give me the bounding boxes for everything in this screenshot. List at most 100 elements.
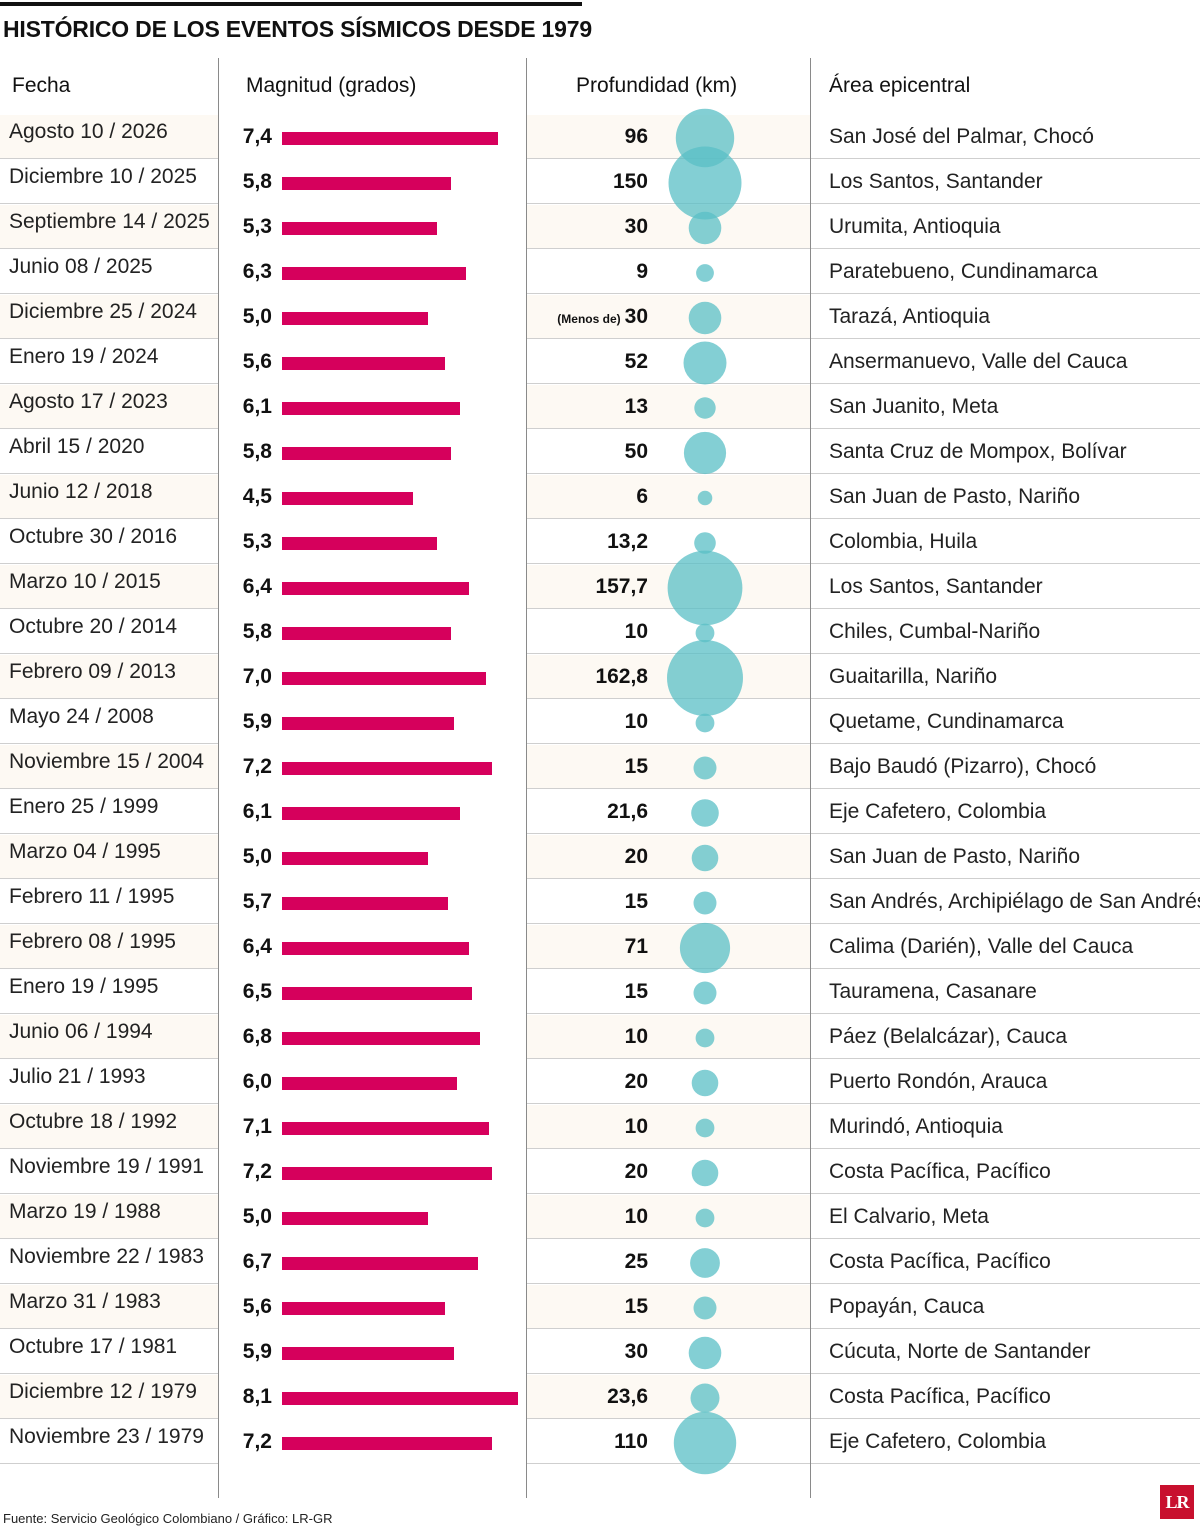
row-separator <box>0 1238 218 1239</box>
row-separator <box>0 338 218 339</box>
row-magnitude-label: 7,1 <box>242 1115 272 1138</box>
row-date: Junio 06 / 1994 <box>9 1020 153 1043</box>
table-row: Diciembre 10 / 2025 5,8 150 Los Santos, San… <box>0 159 1200 204</box>
row-area: Eje Cafetero, Colombia <box>829 800 1047 823</box>
depth-value: 10 <box>624 620 648 643</box>
magnitude-bar <box>282 1257 478 1270</box>
row-date: Mayo 24 / 2008 <box>9 705 154 728</box>
row-separator <box>0 833 218 834</box>
row-separator <box>527 293 1200 294</box>
row-date: Junio 12 / 2018 <box>9 480 153 503</box>
row-separator <box>527 473 1200 474</box>
row-depth-label: 150 <box>613 170 648 194</box>
row-area: Paratebueno, Cundinamarca <box>829 260 1098 283</box>
magnitude-bar <box>282 357 445 370</box>
row-magnitude-label: 5,8 <box>242 440 272 463</box>
row-date: Octubre 18 / 1992 <box>9 1110 178 1133</box>
row-separator <box>0 1013 218 1014</box>
row-date: Enero 25 / 1999 <box>9 795 159 818</box>
row-date: Abril 15 / 2020 <box>9 435 145 458</box>
row-magnitude-label: 5,0 <box>242 1205 272 1228</box>
magnitude-bar <box>282 1122 489 1135</box>
row-area: Quetame, Cundinamarca <box>829 710 1064 733</box>
depth-value: 10 <box>624 1115 648 1138</box>
row-magnitude-label: 6,8 <box>242 1025 272 1048</box>
row-shade <box>527 475 810 518</box>
row-shade <box>527 835 810 878</box>
row-separator <box>527 968 1200 969</box>
row-magnitude-label: 7,0 <box>242 665 272 688</box>
depth-value: 6 <box>636 485 648 508</box>
row-separator <box>0 518 218 519</box>
row-depth-label: 30 <box>625 1340 648 1364</box>
row-shade <box>527 1105 810 1148</box>
row-separator <box>527 1193 1200 1194</box>
table-row: Marzo 19 / 1988 5,0 10 El Calvario, Meta <box>0 1194 1200 1239</box>
row-separator <box>0 878 218 879</box>
depth-value: 25 <box>624 1250 648 1273</box>
row-magnitude-label: 5,3 <box>242 215 272 238</box>
depth-value: 30 <box>624 1340 648 1363</box>
magnitude-bar <box>282 1032 480 1045</box>
row-date: Diciembre 10 / 2025 <box>9 165 197 188</box>
magnitude-bar <box>282 672 486 685</box>
row-separator <box>527 1103 1200 1104</box>
row-date: Junio 08 / 2025 <box>9 255 153 278</box>
row-depth-label: 20 <box>625 845 648 869</box>
magnitude-bar <box>282 852 428 865</box>
row-separator <box>0 923 218 924</box>
row-separator <box>0 383 218 384</box>
depth-value: 71 <box>624 935 648 958</box>
depth-value: 20 <box>624 845 648 868</box>
row-separator <box>527 1013 1200 1014</box>
page-title: HISTÓRICO DE LOS EVENTOS SÍSMICOS DESDE … <box>3 16 592 42</box>
row-area: Eje Cafetero, Colombia <box>829 1430 1047 1453</box>
row-separator <box>527 1373 1200 1374</box>
row-depth-label: 25 <box>625 1250 648 1274</box>
magnitude-bar <box>282 1347 454 1360</box>
table-row: Noviembre 15 / 2004 7,2 15 Bajo Baudó (Piza… <box>0 744 1200 789</box>
row-area: Ansermanuevo, Valle del Cauca <box>829 350 1128 373</box>
row-magnitude-label: 6,5 <box>242 980 272 1003</box>
table-row: Octubre 18 / 1992 7,1 10 Murindó, Antioquia <box>0 1104 1200 1149</box>
row-date: Julio 21 / 1993 <box>9 1065 146 1088</box>
magnitude-bar <box>282 807 460 820</box>
row-date: Septiembre 14 / 2025 <box>9 210 210 233</box>
row-magnitude-label: 6,0 <box>242 1070 272 1093</box>
row-shade <box>0 745 218 788</box>
table-row: Enero 19 / 2024 5,6 52 Ansermanuevo, Valle … <box>0 339 1200 384</box>
magnitude-bar <box>282 177 451 190</box>
row-date: Febrero 11 / 1995 <box>9 885 175 908</box>
header-area: Área epicentral <box>829 74 971 97</box>
row-shade <box>0 475 218 518</box>
row-area: Tauramena, Casanare <box>829 980 1037 1003</box>
magnitude-bar <box>282 897 448 910</box>
row-separator <box>0 158 218 159</box>
title-rule <box>0 2 582 6</box>
row-date: Febrero 08 / 1995 <box>9 930 176 953</box>
depth-value: 50 <box>624 440 648 463</box>
row-area: San Juan de Pasto, Nariño <box>829 845 1080 868</box>
row-area: Santa Cruz de Mompox, Bolívar <box>829 440 1127 463</box>
row-date: Noviembre 22 / 1983 <box>9 1245 204 1268</box>
row-depth-label: 162,8 <box>595 665 648 689</box>
row-separator <box>527 203 1200 204</box>
row-depth-label: 10 <box>625 710 648 734</box>
header-magnitud: Magnitud (grados) <box>246 74 417 97</box>
row-magnitude-label: 6,4 <box>242 935 272 958</box>
row-depth-label: 52 <box>625 350 648 374</box>
table-row: Diciembre 25 / 2024 5,0 (Menos de) 30 Tarazá… <box>0 294 1200 339</box>
depth-value: 15 <box>624 755 648 778</box>
row-shade <box>527 1375 810 1418</box>
depth-value: 21,6 <box>607 800 648 823</box>
row-shade <box>0 655 218 698</box>
row-shade <box>527 295 810 338</box>
row-separator <box>0 1103 218 1104</box>
row-separator <box>0 608 218 609</box>
magnitude-bar <box>282 267 466 280</box>
row-date: Noviembre 23 / 1979 <box>9 1425 204 1448</box>
row-separator <box>0 428 218 429</box>
row-separator <box>0 248 218 249</box>
table-row: Septiembre 14 / 2025 5,3 30 Urumita, Antioq… <box>0 204 1200 249</box>
